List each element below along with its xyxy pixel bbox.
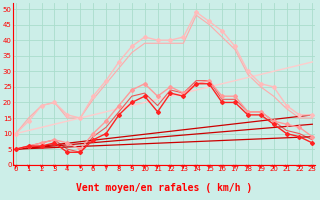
X-axis label: Vent moyen/en rafales ( km/h ): Vent moyen/en rafales ( km/h ): [76, 183, 252, 193]
